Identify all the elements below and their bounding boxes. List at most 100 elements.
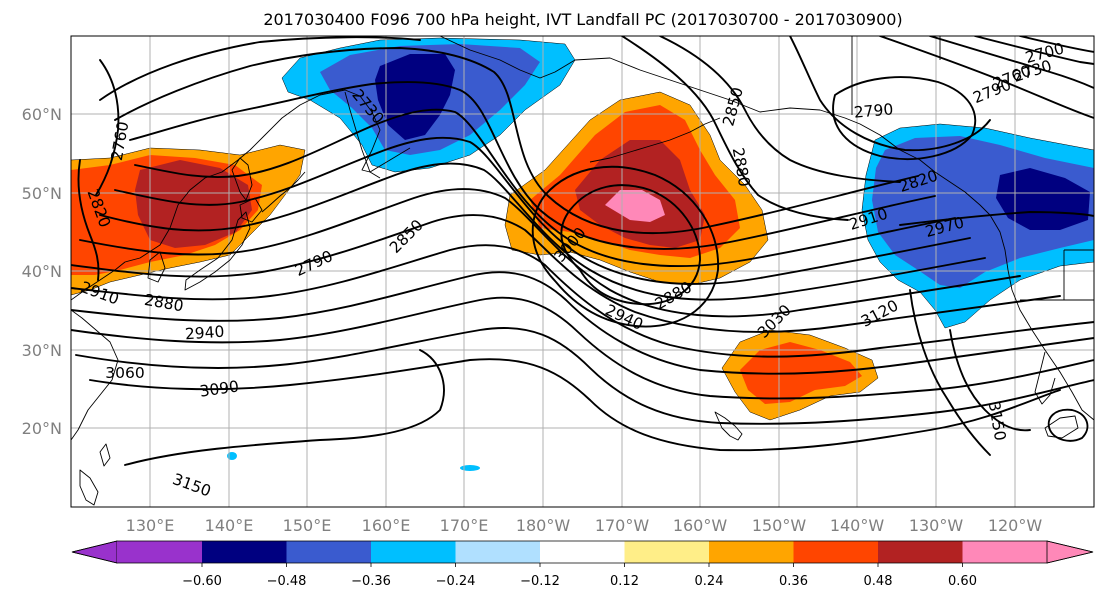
coast-japan — [184, 211, 251, 291]
lon-tick-label: 150°W — [752, 516, 807, 535]
coast-hawaii — [714, 411, 743, 441]
coast-aleutians — [589, 117, 721, 163]
contour-label: 2940 — [184, 323, 225, 344]
contour-line — [879, 36, 1094, 119]
colorbar-segment — [878, 541, 963, 563]
coast-state-lines — [851, 36, 1094, 301]
colorbar-segment — [371, 541, 456, 563]
contour-line — [974, 36, 1094, 65]
height-contours — [71, 36, 1094, 466]
shade-ne-core — [996, 168, 1090, 230]
contour-line — [659, 36, 901, 183]
contour-label: 3090 — [199, 377, 241, 400]
colorbar-tick-label: 0.12 — [610, 574, 639, 589]
lon-tick-label: 120°W — [988, 516, 1043, 535]
contour-line — [71, 214, 1061, 333]
colorbar-segment — [962, 541, 1047, 563]
colorbar-segment — [202, 541, 287, 563]
colorbar-ticks — [201, 563, 963, 567]
coast-kuriles — [261, 171, 306, 213]
contour-line — [949, 329, 1031, 432]
contour-line — [99, 36, 421, 101]
lon-tick-label: 170°E — [440, 516, 489, 535]
coast-taiwan — [99, 443, 111, 467]
contour-line — [789, 36, 991, 152]
coast-asia — [71, 89, 411, 301]
coast-kamchatka — [344, 91, 381, 179]
contour-line — [99, 162, 986, 301]
contour-line — [124, 349, 445, 466]
colorbar-segment — [709, 541, 794, 563]
lat-tick-label: 20°N — [22, 419, 62, 438]
colorbar: −0.60 −0.48 −0.36 −0.24 −0.12 0.12 0.24 … — [71, 540, 1094, 589]
shade-central-peak — [605, 190, 665, 222]
gridlines — [71, 36, 1094, 507]
contour-line — [77, 159, 100, 281]
colorbar-tick-label: −0.48 — [267, 574, 307, 589]
coast-alaska — [439, 36, 991, 216]
colorbar-tick-label: 0.24 — [695, 574, 724, 589]
coastlines — [71, 36, 1094, 506]
contour-line — [929, 36, 1094, 89]
lon-tick-label: 140°E — [205, 516, 254, 535]
contour-line — [114, 136, 971, 285]
contour-line — [621, 36, 849, 221]
lat-tick-label: 30°N — [22, 341, 62, 360]
lon-tick-label: 160°E — [362, 516, 411, 535]
colorbar-segment — [117, 541, 202, 563]
contour-line — [79, 188, 1021, 318]
colorbar-high-extend — [1046, 540, 1094, 564]
colorbar-tick-label: −0.12 — [520, 574, 560, 589]
lon-tick-labels: 130°E 140°E 150°E 160°E 170°E 180°W 170°… — [126, 516, 1043, 535]
colorbar-low-extend — [71, 540, 118, 564]
contour-line — [129, 81, 936, 250]
contour-line — [71, 296, 1094, 400]
contour-label: 2790 — [853, 100, 894, 121]
coast-china — [71, 309, 119, 441]
colorbar-tick-label: −0.24 — [436, 574, 476, 589]
colorbar-tick-label: 0.60 — [948, 574, 977, 589]
contour-line — [909, 289, 991, 456]
contour-line — [899, 211, 1094, 226]
lat-tick-label: 50°N — [22, 184, 62, 203]
contour-line — [89, 358, 1061, 452]
lat-tick-labels: 60°N 50°N 40°N 30°N 20°N — [22, 105, 62, 438]
lon-tick-label: 130°E — [126, 516, 175, 535]
contour-line — [71, 244, 1094, 358]
colorbar-frame — [71, 540, 1094, 564]
colorbar-segment — [286, 541, 371, 563]
coast-gulf-island — [1044, 415, 1079, 439]
lon-tick-label: 140°W — [830, 516, 885, 535]
lat-tick-label: 40°N — [22, 262, 62, 281]
negative-shading — [227, 37, 1094, 471]
shade-bering-core — [375, 54, 455, 140]
contour-line — [75, 327, 1094, 425]
coast-sakhalin — [231, 157, 253, 201]
map-panel: 2820 2760 2910 2880 2940 3060 3090 3150 … — [71, 36, 1094, 507]
colorbar-tick-label: 0.48 — [864, 574, 893, 589]
contour-line — [1019, 36, 1094, 53]
colorbar-segment — [624, 541, 709, 563]
lon-tick-label: 150°E — [283, 516, 332, 535]
colorbar-tick-label: 0.36 — [779, 574, 808, 589]
contour-line — [832, 76, 977, 160]
figure-title: 2017030400 F096 700 hPa height, IVT Land… — [263, 10, 902, 29]
lat-tick-label: 60°N — [22, 105, 62, 124]
colorbar-tick-label: −0.60 — [182, 574, 222, 589]
shade-small-2 — [460, 465, 480, 471]
contour-line — [560, 184, 701, 306]
contour-line — [95, 59, 120, 196]
contour-line — [134, 108, 956, 268]
contour-line — [1047, 408, 1089, 442]
contour-label: 3060 — [105, 364, 144, 382]
colorbar-segment — [455, 541, 540, 563]
lon-tick-label: 130°W — [909, 516, 964, 535]
lon-tick-label: 160°W — [673, 516, 728, 535]
coast-philippines — [79, 469, 99, 506]
coast-na-west — [989, 214, 1094, 421]
lon-tick-label: 180°W — [516, 516, 571, 535]
contour-line — [531, 165, 719, 328]
colorbar-segment — [540, 541, 625, 563]
lon-tick-label: 170°W — [595, 516, 650, 535]
